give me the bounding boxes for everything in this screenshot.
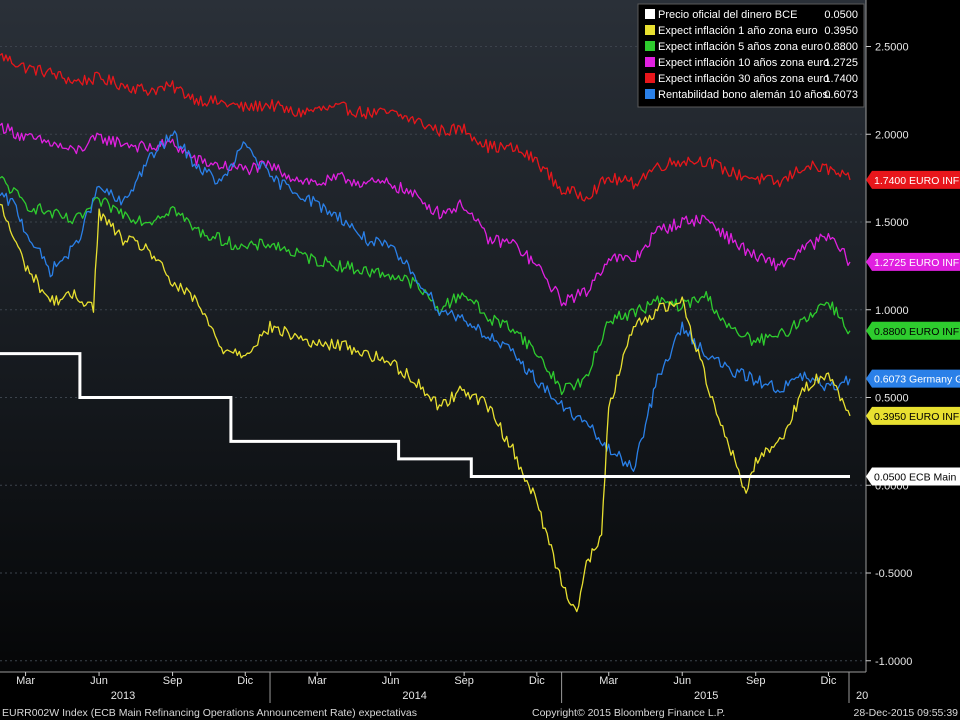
last-value-tag: 0.0500 ECB Main <box>866 467 960 486</box>
last-value-tag: 0.6073 Germany G <box>866 369 960 388</box>
x-tick-label: Dic <box>529 675 545 687</box>
legend-series-value: 1.2725 <box>824 57 858 69</box>
legend-swatch <box>645 9 655 19</box>
x-tick-label: Sep <box>746 675 766 687</box>
x-tick-label: Sep <box>163 675 183 687</box>
series-line <box>0 175 851 396</box>
x-tick-label: Jun <box>90 675 108 687</box>
tag-background <box>866 406 960 425</box>
legend-swatch <box>645 73 655 83</box>
series-line-ecb-rate <box>0 352 850 478</box>
legend-box <box>637 3 865 108</box>
series-line <box>0 52 851 202</box>
tag-background <box>866 170 960 189</box>
series-line <box>0 130 851 472</box>
legend-entry: Rentabilidad bono alemán 10 años.0.6073 <box>645 89 858 101</box>
last-value-tag: 1.7400 EURO INFL <box>866 170 960 189</box>
x-axis: Mar Jun Sep Dic Mar Jun Sep Dic Mar Jun Sep Dic 2013… <box>0 671 868 703</box>
tag-background <box>866 321 960 340</box>
tag-background <box>866 252 960 271</box>
x-tick-label: Sep <box>454 675 474 687</box>
x-year-label: 2015 <box>694 690 718 702</box>
x-year-label: 20 <box>856 690 868 702</box>
tag-label: 1.2725 EURO INFL <box>874 257 960 269</box>
tag-label: 0.0500 ECB Main <box>874 471 956 483</box>
y-tick-label: 1.5000 <box>875 217 909 229</box>
last-value-tag: 0.3950 EURO INFL <box>866 406 960 425</box>
last-value-tag: 0.8800 EURO INFL <box>866 321 960 340</box>
x-tick-label: Jun <box>382 675 400 687</box>
x-tick-label: Mar <box>308 675 327 687</box>
tag-label: 0.3950 EURO INFL <box>874 411 960 423</box>
x-tick-label: Mar <box>599 675 618 687</box>
legend-series-value: 1.7400 <box>824 73 858 85</box>
footer-copyright: Copyright© 2015 Bloomberg Finance L.P. <box>532 707 725 719</box>
legend-series-value: 0.6073 <box>824 89 858 101</box>
legend-series-name: Expect inflación 1 año zona euro <box>658 25 818 37</box>
legend-series-name: Rentabilidad bono alemán 10 años. <box>658 89 831 101</box>
footer-timestamp: 28-Dec-2015 09:55:39 <box>854 707 959 719</box>
y-tick-label: -1.0000 <box>875 656 912 668</box>
footer-index-description: EURR002W Index (ECB Main Refinancing Ope… <box>2 707 417 719</box>
legend-series-name: Precio oficial del dinero BCE <box>658 9 797 21</box>
x-tick-label: Jun <box>673 675 691 687</box>
x-tick-label: Dic <box>820 675 836 687</box>
legend-series-name: Expect inflación 30 años zona euro <box>658 73 829 85</box>
last-value-tag: 1.2725 EURO INFL <box>866 252 960 271</box>
tag-background <box>866 467 960 486</box>
legend-swatch <box>645 89 655 99</box>
footer-bar <box>0 704 960 720</box>
series-lines <box>0 52 851 613</box>
tag-label: 0.6073 Germany G <box>874 374 960 386</box>
tag-label: 1.7400 EURO INFL <box>874 175 960 187</box>
plot-background <box>0 0 866 672</box>
x-tick-label: Mar <box>16 675 35 687</box>
y-tick-label: 1.0000 <box>875 305 909 317</box>
legend-swatch <box>645 57 655 67</box>
legend-entry: Expect inflación 1 año zona euro 0.3950 <box>645 25 858 37</box>
legend-series-name: Expect inflación 5 años zona euro <box>658 41 823 53</box>
series-line <box>0 122 851 307</box>
legend-series-value: 0.0500 <box>824 9 858 21</box>
x-tick-label: Dic <box>237 675 253 687</box>
tag-label: 0.8800 EURO INFL <box>874 326 960 338</box>
tag-background <box>866 369 960 388</box>
x-year-label: 2013 <box>111 690 135 702</box>
legend-entry: Precio oficial del dinero BCE 0.0500 <box>645 9 858 21</box>
y-tick-label: 2.5000 <box>875 42 909 54</box>
y-tick-label: -0.5000 <box>875 568 912 580</box>
last-value-tags: 1.7400 EURO INFL 1.2725 EURO INFL 0.8800 E… <box>866 170 960 486</box>
legend-series-value: 0.8800 <box>824 41 858 53</box>
legend: Precio oficial del dinero BCE 0.0500 Expec… <box>637 3 865 108</box>
series-line <box>0 203 851 613</box>
y-tick-label: 0.5000 <box>875 393 909 405</box>
y-tick-label: 2.0000 <box>875 129 909 141</box>
legend-series-value: 0.3950 <box>824 25 858 37</box>
legend-series-name: Expect inflación 10 años zona euro <box>658 57 829 69</box>
legend-swatch <box>645 41 655 51</box>
legend-swatch <box>645 25 655 35</box>
x-year-label: 2014 <box>402 690 426 702</box>
legend-entry: Expect inflación 5 años zona euro 0.8800 <box>645 41 858 53</box>
